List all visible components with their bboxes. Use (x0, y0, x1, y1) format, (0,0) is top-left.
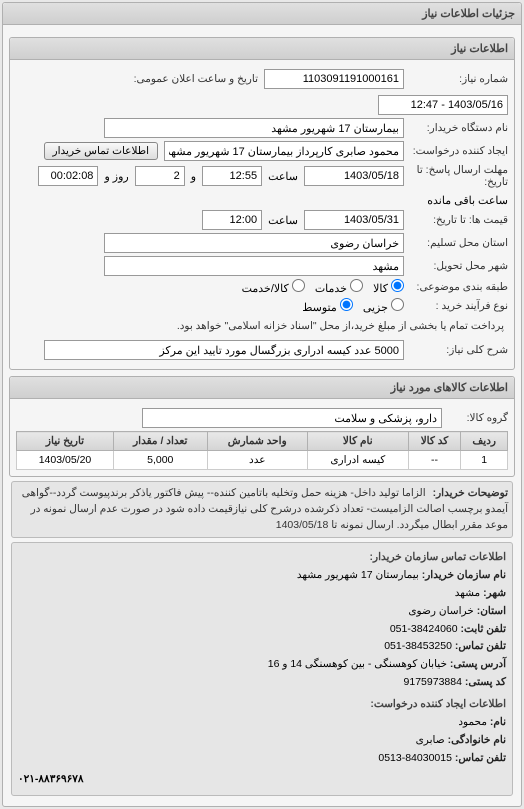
requester-label: ایجاد کننده درخواست: (410, 145, 508, 157)
validity-hour-field[interactable] (202, 210, 262, 230)
process-type-label: نوع فرآیند خرید : (410, 300, 508, 312)
caddr-label: آدرس پستی: (450, 658, 506, 670)
days-label: روز و (104, 170, 128, 183)
city-label: شهر محل تحویل: (410, 260, 508, 272)
summary-label: شرح کلی نیاز: (410, 344, 508, 356)
device-label: نام دستگاه خریدار: (410, 122, 508, 134)
province-field[interactable] (104, 233, 404, 253)
and-label: و (191, 170, 196, 183)
col-code: کد کالا (408, 432, 461, 451)
cpostal-label: کد پستی: (465, 676, 506, 688)
ccity-value: مشهد (455, 587, 480, 599)
cfax-value: 38453250-051 (384, 640, 452, 652)
cprov-value: خراسان رضوی (408, 605, 473, 617)
cname-label: نام: (490, 716, 506, 728)
cpostal-value: 9175973884 (404, 676, 462, 688)
col-name: نام کالا (307, 432, 408, 451)
budget-row-label: طبقه بندی موضوعی: (410, 281, 508, 293)
cell-date: 1403/05/20 (17, 451, 114, 470)
org-value: بیمارستان 17 شهریور مشهد (297, 569, 419, 581)
cphone-label: تلفن ثابت: (461, 623, 506, 635)
ccphone-label: تلفن تماس: (455, 752, 506, 764)
cprov-label: استان: (477, 605, 506, 617)
ccphone-value: 84030015-0513 (378, 752, 452, 764)
announce-datetime-field[interactable] (378, 95, 508, 115)
cfax-label: تلفن تماس: (455, 640, 506, 652)
col-qty: تعداد / مقدار (114, 432, 207, 451)
days-left-field[interactable] (135, 166, 185, 186)
info-header: اطلاعات نیاز (10, 38, 514, 60)
city-field[interactable] (104, 256, 404, 276)
clname-value: صابری (416, 734, 445, 746)
items-section: اطلاعات کالاهای مورد نیاز گروه کالا: ردی… (9, 376, 515, 477)
cphone-value: 38424060-051 (390, 623, 458, 635)
request-no-label: شماره نیاز: (410, 73, 508, 85)
category-label: گروه کالا: (448, 412, 508, 424)
budget-radio-group: کالا خدمات کالا/خدمت (242, 279, 404, 295)
announce-label: تاریخ و ساعت اعلان عمومی: (134, 73, 258, 85)
contact-title: اطلاعات تماس سازمان خریدار: (18, 549, 506, 567)
request-no-field[interactable] (264, 69, 404, 89)
hour-label: ساعت (268, 170, 298, 183)
buyer-notes-label: توضیحات خریدار: (433, 487, 508, 499)
org-label: نام سازمان خریدار: (422, 569, 506, 581)
col-unit: واحد شمارش (207, 432, 307, 451)
category-field[interactable] (142, 408, 442, 428)
col-row: ردیف (461, 432, 508, 451)
cell-unit: عدد (207, 451, 307, 470)
process-note: پرداخت تمام یا بخشی از مبلغ خرید،از محل … (177, 320, 504, 332)
radio-goods-services[interactable]: کالا/خدمت (242, 279, 305, 295)
cell-name: کیسه ادراری (307, 451, 408, 470)
radio-medium[interactable]: متوسط (302, 298, 353, 314)
radio-minor[interactable]: جزیی (363, 298, 404, 314)
reply-deadline-label: مهلت ارسال پاسخ: تا تاریخ: (410, 164, 508, 188)
footer-phone: ۰۲۱-۸۸۳۶۹۶۷۸ (18, 771, 506, 789)
ccity-label: شهر: (483, 587, 506, 599)
info-section: اطلاعات نیاز شماره نیاز: تاریخ و ساعت اع… (9, 37, 515, 370)
radio-services[interactable]: خدمات (315, 279, 363, 295)
reply-date-field[interactable] (304, 166, 404, 186)
panel-title: جزئیات اطلاعات نیاز (3, 3, 521, 25)
table-row[interactable]: 1 -- کیسه ادراری عدد 5,000 1403/05/20 (17, 451, 508, 470)
contact-block: اطلاعات تماس سازمان خریدار: نام سازمان خ… (11, 542, 513, 796)
device-name-field[interactable] (104, 118, 404, 138)
details-panel: جزئیات اطلاعات نیاز اطلاعات نیاز شماره ن… (2, 2, 522, 807)
validity-label: قیمت ها: تا تاریخ: (410, 214, 508, 226)
summary-field[interactable] (44, 340, 404, 360)
buyer-contact-button[interactable]: اطلاعات تماس خریدار (44, 142, 158, 160)
items-header: اطلاعات کالاهای مورد نیاز (10, 377, 514, 399)
process-radio-group: جزیی متوسط (302, 298, 404, 314)
hour-label-2: ساعت (268, 214, 298, 227)
creator-title: اطلاعات ایجاد کننده درخواست: (18, 696, 506, 714)
reply-hour-field[interactable] (202, 166, 262, 186)
buyer-notes-box: توضیحات خریدار: الزاما تولید داخل- هزینه… (11, 481, 513, 538)
cell-code: -- (408, 451, 461, 470)
items-table: ردیف کد کالا نام کالا واحد شمارش تعداد /… (16, 431, 508, 470)
cell-row: 1 (461, 451, 508, 470)
radio-goods[interactable]: کالا (373, 279, 404, 295)
col-date: تاریخ نیاز (17, 432, 114, 451)
caddr-value: خیابان کوهسنگی - بین کوهسنگی 14 و 16 (268, 658, 447, 670)
province-label: استان محل تسلیم: (410, 237, 508, 249)
cname-value: محمود (458, 716, 487, 728)
hours-left-field[interactable] (38, 166, 98, 186)
remaining-label: ساعت باقی مانده (427, 194, 508, 207)
validity-date-field[interactable] (304, 210, 404, 230)
requester-field[interactable] (164, 141, 404, 161)
cell-qty: 5,000 (114, 451, 207, 470)
clname-label: نام خانوادگی: (448, 734, 506, 746)
